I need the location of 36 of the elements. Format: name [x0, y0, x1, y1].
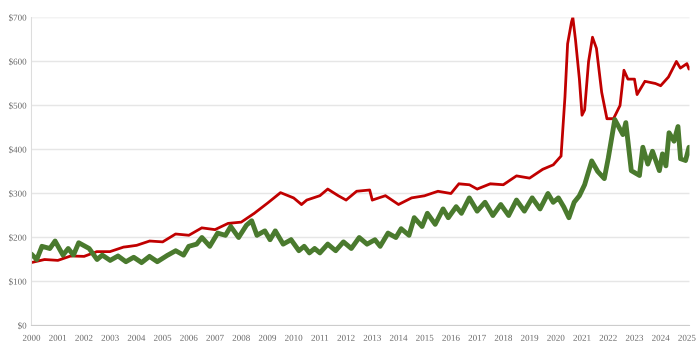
x-tick-label: 2022	[600, 334, 617, 341]
y-tick-label: $700	[8, 14, 26, 22]
x-tick-label: 2002	[75, 334, 92, 341]
y-tick-label: $500	[8, 102, 26, 110]
y-tick-label: $400	[8, 146, 26, 154]
x-tick-label: 2025	[678, 334, 696, 341]
x-tick-label: 2010	[285, 334, 302, 341]
x-tick-label: 2012	[337, 334, 355, 341]
x-tick-label: 2001	[49, 334, 66, 341]
x-tick-label: 2015	[416, 334, 434, 341]
x-tick-label: 2024	[652, 334, 670, 341]
x-tick-label: 2021	[573, 334, 591, 341]
x-tick-label: 2003	[102, 334, 119, 341]
x-tick-label: 2023	[626, 334, 644, 341]
x-tick-label: 2020	[547, 334, 564, 341]
x-tick-label: 2007	[206, 334, 224, 341]
x-tick-label: 2011	[311, 334, 328, 341]
y-tick-label: $200	[8, 234, 26, 242]
x-tick-label: 2016	[442, 334, 460, 341]
x-tick-label: 2018	[494, 334, 512, 341]
x-tick-label: 2017	[468, 334, 486, 341]
line-series	[32, 117, 690, 266]
x-tick-label: 2000	[22, 334, 40, 341]
y-tick-label: $0	[18, 322, 26, 330]
x-tick-label: 2004	[128, 334, 146, 341]
x-tick-label: 2008	[232, 334, 250, 341]
x-tick-label: 2006	[180, 334, 198, 341]
y-tick-label: $100	[8, 278, 26, 286]
x-tick-label: 2019	[520, 334, 538, 341]
x-tick-label: 2014	[390, 334, 408, 341]
x-tick-label: 2013	[364, 334, 381, 341]
y-tick-label: $600	[8, 58, 26, 66]
x-tick-label: 2009	[258, 334, 276, 341]
line-series	[32, 18, 690, 264]
y-tick-label: $300	[8, 190, 26, 198]
x-tick-label: 2005	[154, 334, 172, 341]
